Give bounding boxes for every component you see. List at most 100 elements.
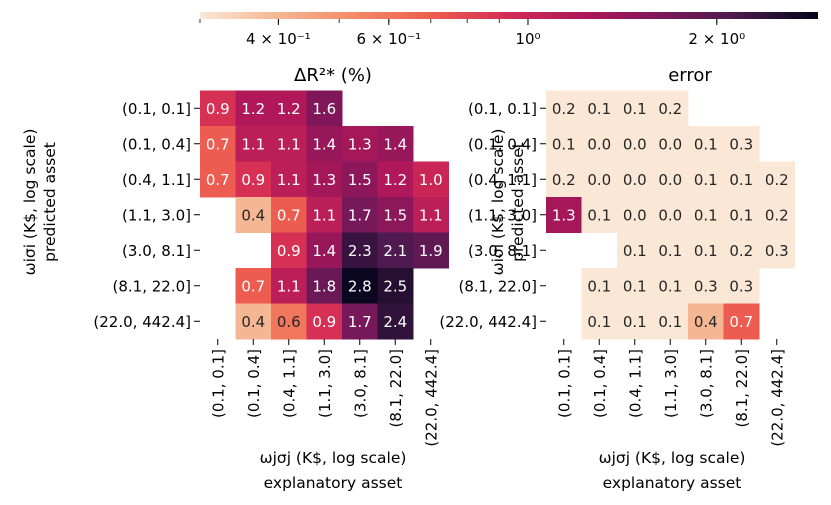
heatmap-2-ylabel-line1: ωiσi (K$, log scale) <box>489 129 507 276</box>
heatmap-cell-value: 0.0 <box>658 171 682 189</box>
heatmap-cell-value: 0.6 <box>277 313 301 331</box>
heatmap-cell <box>413 197 449 233</box>
heatmap-cell-value: 2.5 <box>383 277 407 295</box>
heatmap-cell-value: 0.0 <box>623 135 647 153</box>
heatmap-1-ylabel-line1: ωiσi (K$, log scale) <box>21 129 39 276</box>
heatmap-cell <box>200 161 236 198</box>
heatmap-cell <box>652 90 689 127</box>
heatmap-cell-value: 0.2 <box>765 171 789 189</box>
heatmap-cell <box>342 197 378 233</box>
heatmap-cell <box>723 303 760 340</box>
heatmap-cell-value: 0.1 <box>587 313 611 331</box>
heatmap-cell-value: 1.6 <box>312 100 336 118</box>
heatmap-1-xtick-label: (22.0, 442.4] <box>422 349 440 447</box>
heatmap-delta-r2: 0.9 1.2 1.2 1.6 0.7 1.1 1.1 1.4 1.3 1.4 0.7 0.9 1.1 1… <box>93 90 449 447</box>
heatmap-cell <box>759 197 795 233</box>
heatmap-2-ytick-label: (8.1, 22.0] <box>459 277 538 295</box>
heatmap-cell <box>723 197 760 233</box>
heatmap-cell-value: 0.7 <box>206 135 230 153</box>
heatmap-cell-value: 0.1 <box>587 100 611 118</box>
heatmap-1-ytick-label: (1.1, 3.0] <box>122 206 191 224</box>
heatmap-cell-value: 0.2 <box>729 242 753 260</box>
heatmap-cell <box>306 303 343 340</box>
heatmap-1-xtick-label: (0.1, 0.4] <box>245 349 263 418</box>
heatmap-cell <box>377 126 414 162</box>
heatmap-cell <box>546 161 582 198</box>
heatmap-cell <box>617 197 653 233</box>
heatmap-cell <box>581 268 618 304</box>
heatmap-1-xtick-label: (3.0, 8.1] <box>351 349 369 418</box>
heatmap-cell-value: 2.1 <box>383 242 407 260</box>
heatmap-2-xtick-label: (22.0, 442.4] <box>768 349 786 447</box>
heatmap-cell-value: 0.1 <box>587 277 611 295</box>
heatmap-cell <box>617 90 653 127</box>
heatmap-2-title: error <box>668 65 712 86</box>
heatmap-cell <box>377 161 414 198</box>
heatmap-cell-value: 1.2 <box>383 171 407 189</box>
heatmap-cell <box>235 161 272 198</box>
heatmap-cell <box>688 126 724 162</box>
heatmap-2-xtick-label: (0.4, 1.1] <box>626 349 644 418</box>
heatmap-1-xlabel-line1: ωjσj (K$, log scale) <box>260 449 407 467</box>
heatmap-2-xtick-label: (3.0, 8.1] <box>697 349 715 418</box>
heatmap-cell <box>546 197 582 233</box>
heatmap-cell <box>306 268 343 304</box>
heatmap-cell <box>723 232 760 269</box>
heatmap-cell <box>342 303 378 340</box>
heatmap-cell <box>200 90 236 127</box>
heatmap-cell <box>342 161 378 198</box>
heatmap-cell-value: 0.4 <box>241 206 265 224</box>
heatmap-cell <box>652 268 689 304</box>
heatmap-cell <box>759 232 795 269</box>
heatmap-cell <box>581 303 618 340</box>
heatmap-cell <box>652 232 689 269</box>
heatmap-2-xtick-label: (0.1, 0.4] <box>591 349 609 418</box>
heatmap-2-ytick-label: (0.1, 0.4] <box>468 135 537 153</box>
heatmap-cell <box>723 126 760 162</box>
heatmap-cell <box>377 268 414 304</box>
heatmap-cell-value: 1.7 <box>348 206 372 224</box>
heatmap-cell-value: 1.0 <box>419 171 443 189</box>
heatmap-cell <box>342 126 378 162</box>
heatmap-cell <box>235 197 272 233</box>
heatmap-cell <box>271 232 307 269</box>
heatmap-1-ytick-label: (0.4, 1.1] <box>122 171 191 189</box>
heatmap-cell-value: 1.1 <box>419 206 443 224</box>
heatmap-cell-value: 0.1 <box>623 277 647 295</box>
heatmap-cell <box>271 303 307 340</box>
heatmap-cell <box>617 232 653 269</box>
heatmap-2-ytick-label: (3.0, 8.1] <box>468 242 537 260</box>
heatmap-cell <box>688 268 724 304</box>
heatmap-cell <box>306 161 343 198</box>
heatmap-cell <box>688 303 724 340</box>
heatmap-cell <box>200 126 236 162</box>
heatmap-cell <box>271 161 307 198</box>
heatmap-cell-value: 0.0 <box>587 135 611 153</box>
heatmap-cell-value: 0.3 <box>694 277 718 295</box>
heatmap-cell <box>546 90 582 127</box>
heatmap-2-ytick-label: (1.1, 3.0] <box>468 206 537 224</box>
heatmap-cell-value: 1.1 <box>277 277 301 295</box>
heatmap-2-ylabel: ωiσi (K$, log scale) predicted asset <box>489 129 527 276</box>
heatmap-cell <box>342 232 378 269</box>
heatmap-cell-value: 1.3 <box>348 135 372 153</box>
colorbar-tick-label: 4 × 10⁻¹ <box>246 30 311 48</box>
heatmap-cell-value: 0.1 <box>729 206 753 224</box>
heatmap-cell-value: 0.1 <box>552 135 576 153</box>
heatmap-cell-value: 0.0 <box>623 206 647 224</box>
heatmap-cell <box>688 197 724 233</box>
heatmap-cell <box>581 161 618 198</box>
heatmap-cell-value: 1.1 <box>241 135 265 153</box>
heatmap-cell <box>413 232 449 269</box>
heatmap-cell <box>723 268 760 304</box>
heatmap-cell-value: 2.4 <box>383 313 407 331</box>
heatmap-1-title: ΔR²* (%) <box>294 65 372 86</box>
heatmap-cell-value: 1.1 <box>277 171 301 189</box>
heatmap-error: 0.2 0.1 0.1 0.2 0.1 0.0 0.0 0.0 0.1 0.3 0.2 0.0 0.0 0… <box>439 90 795 447</box>
heatmap-cell <box>581 126 618 162</box>
heatmap-cell <box>617 268 653 304</box>
heatmap-2-ylabel-line2: predicted asset <box>509 142 527 262</box>
heatmap-cell-value: 1.1 <box>277 135 301 153</box>
heatmap-1-xtick-label: (1.1, 3.0] <box>316 349 334 418</box>
heatmap-cell <box>271 197 307 233</box>
